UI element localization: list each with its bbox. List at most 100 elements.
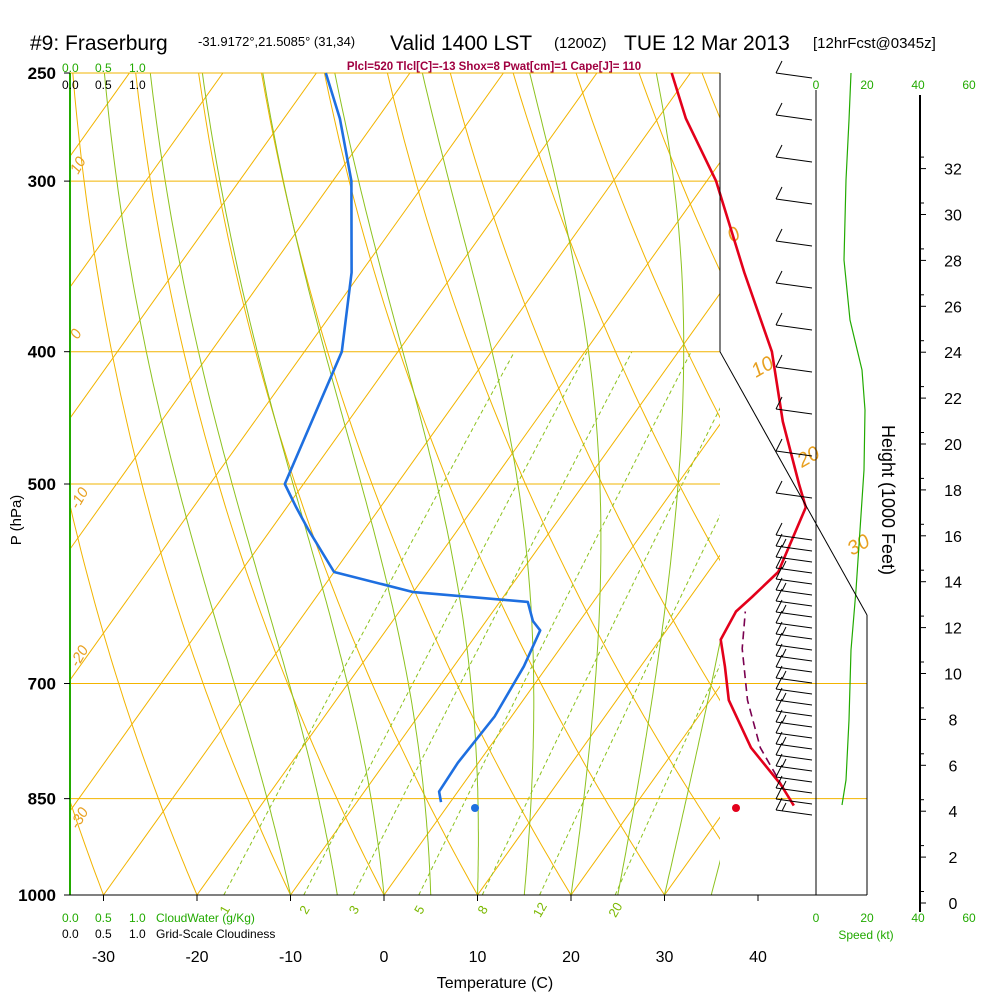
wind-barb-flag (775, 698, 783, 712)
wind-barb-flag (781, 670, 787, 680)
moist-adiabat-line (149, 73, 338, 895)
isotherm-label: 10 (67, 153, 90, 177)
wind-barb-flag (775, 599, 783, 613)
wind-barb-flag (775, 354, 783, 368)
wind-barb-staff (775, 324, 813, 331)
height-tick-label: 16 (944, 529, 962, 546)
wind-barb-staff (775, 666, 813, 673)
wind-barb-flag (775, 764, 783, 778)
wind-speed-bottom-axis: 0 20 40 60 Speed (kt) (813, 911, 976, 942)
mixing-ratio-label: 20 (605, 900, 625, 920)
ws-top-tick-1: 20 (860, 78, 874, 92)
wind-barb-flag (775, 522, 783, 536)
wind-barb-flag (781, 758, 787, 768)
wind-barb-staff (775, 240, 813, 247)
wind-speed-label: Speed (kt) (838, 928, 893, 942)
isotherm-line (70, 73, 317, 419)
wind-barb-flag (775, 665, 783, 679)
wind-barb-flag (775, 480, 783, 494)
wind-barb-flag (775, 577, 783, 591)
dry-adiabat-line (817, 49, 1000, 895)
forecast-label: [12hrFcst@0345z] (813, 35, 936, 52)
wind-barb-flag (775, 720, 783, 734)
cl-bottom-tick-0: 0.0 (62, 927, 79, 941)
ws-top-tick-3: 60 (962, 78, 976, 92)
wind-barb-flag (775, 742, 783, 756)
wind-barb-flag (775, 775, 783, 789)
plot-area-lines (70, 49, 1000, 895)
wind-barb-staff (775, 534, 813, 541)
ws-bottom-tick-0: 0 (813, 911, 820, 925)
height-tick-label: 22 (944, 391, 962, 408)
dry-adiabat-line (198, 73, 478, 895)
pressure-tick-label: 500 (28, 475, 56, 494)
dry-adiabat-line (135, 73, 385, 895)
wind-barb-staff (775, 198, 813, 205)
x-axis-title: Temperature (C) (437, 975, 553, 992)
wind-barb-staff (775, 809, 813, 816)
chart-header: #9: Fraserburg -31.9172°,21.5085° (31,34… (30, 32, 936, 73)
height-tick-label: 12 (944, 621, 962, 638)
height-tick-label: 10 (944, 667, 962, 684)
wind-barb-flag (781, 538, 787, 548)
wind-barb-flag (775, 102, 783, 116)
mixing-ratio-label: 8 (474, 903, 491, 917)
mixing-ratio-line (418, 351, 692, 895)
wind-barb-staff (775, 408, 813, 415)
wind-barb-flag (775, 731, 783, 745)
wind-barb-staff (775, 366, 813, 373)
wind-barb-flag (775, 654, 783, 668)
height-tick-label: 18 (944, 483, 962, 500)
wind-barb-flag (775, 144, 783, 158)
pressure-tick-label: 300 (28, 172, 56, 191)
right-frame-slant (719, 351, 868, 616)
height-tick-label: 4 (949, 804, 958, 821)
wind-barb-flag (775, 270, 783, 284)
wind-barb-flag (775, 312, 783, 326)
wind-barb-staff (775, 776, 813, 783)
wind-barb-flag (775, 60, 783, 74)
moist-adiabat-line (617, 73, 685, 895)
wind-barb-staff (775, 556, 813, 563)
temperature-line (670, 72, 808, 807)
cw-top-tick-2: 1.0 (129, 61, 146, 75)
x-tick-label: 10 (469, 949, 487, 966)
dry-adiabat-line (512, 73, 720, 562)
wind-barb-flag (775, 676, 783, 690)
x-tick-label: 20 (562, 949, 580, 966)
wind-barb-flag (781, 692, 787, 702)
height-tick-label: 32 (944, 162, 962, 179)
wind-barb-flag (775, 228, 783, 242)
cw-bottom-tick-1: 0.5 (95, 911, 112, 925)
stability-indices: Plcl=520 Tlcl[C]=-13 Shox=8 Pwat[cm]=1 C… (347, 61, 641, 73)
wind-barb-flag (775, 621, 783, 635)
dry-adiabat-line (72, 73, 291, 895)
cw-top-tick-1: 0.5 (95, 61, 112, 75)
ws-bottom-tick-1: 20 (860, 911, 874, 925)
pressure-tick-label: 400 (28, 343, 56, 362)
wind-barb-staff (775, 688, 813, 695)
mixing-ratio-line (481, 407, 720, 895)
mixing-ratio-line (352, 351, 633, 895)
wind-barb-flag (781, 604, 787, 614)
parcel-path-line (741, 611, 791, 799)
cloudwater-label: CloudWater (g/Kg) (156, 911, 255, 925)
wind-barb-flag (775, 643, 783, 657)
dry-adiabat-line (449, 73, 720, 702)
mixing-ratio-line (223, 351, 515, 895)
height-tick-label: 26 (944, 299, 962, 316)
wind-barb-staff (775, 798, 813, 805)
ws-bottom-tick-2: 40 (911, 911, 925, 925)
height-tick-label: 24 (944, 345, 962, 362)
x-tick-label: -10 (279, 949, 302, 966)
surface-dewpoint-dot (471, 804, 479, 812)
wind-barb-flag (775, 533, 783, 547)
mixing-ratio-label: 2 (296, 903, 313, 917)
ws-top-tick-2: 40 (911, 78, 925, 92)
sounding-profiles (283, 72, 808, 812)
wind-barb-flag (775, 632, 783, 646)
pressure-tick-label: 850 (28, 790, 56, 809)
wind-barb-staff (775, 600, 813, 607)
